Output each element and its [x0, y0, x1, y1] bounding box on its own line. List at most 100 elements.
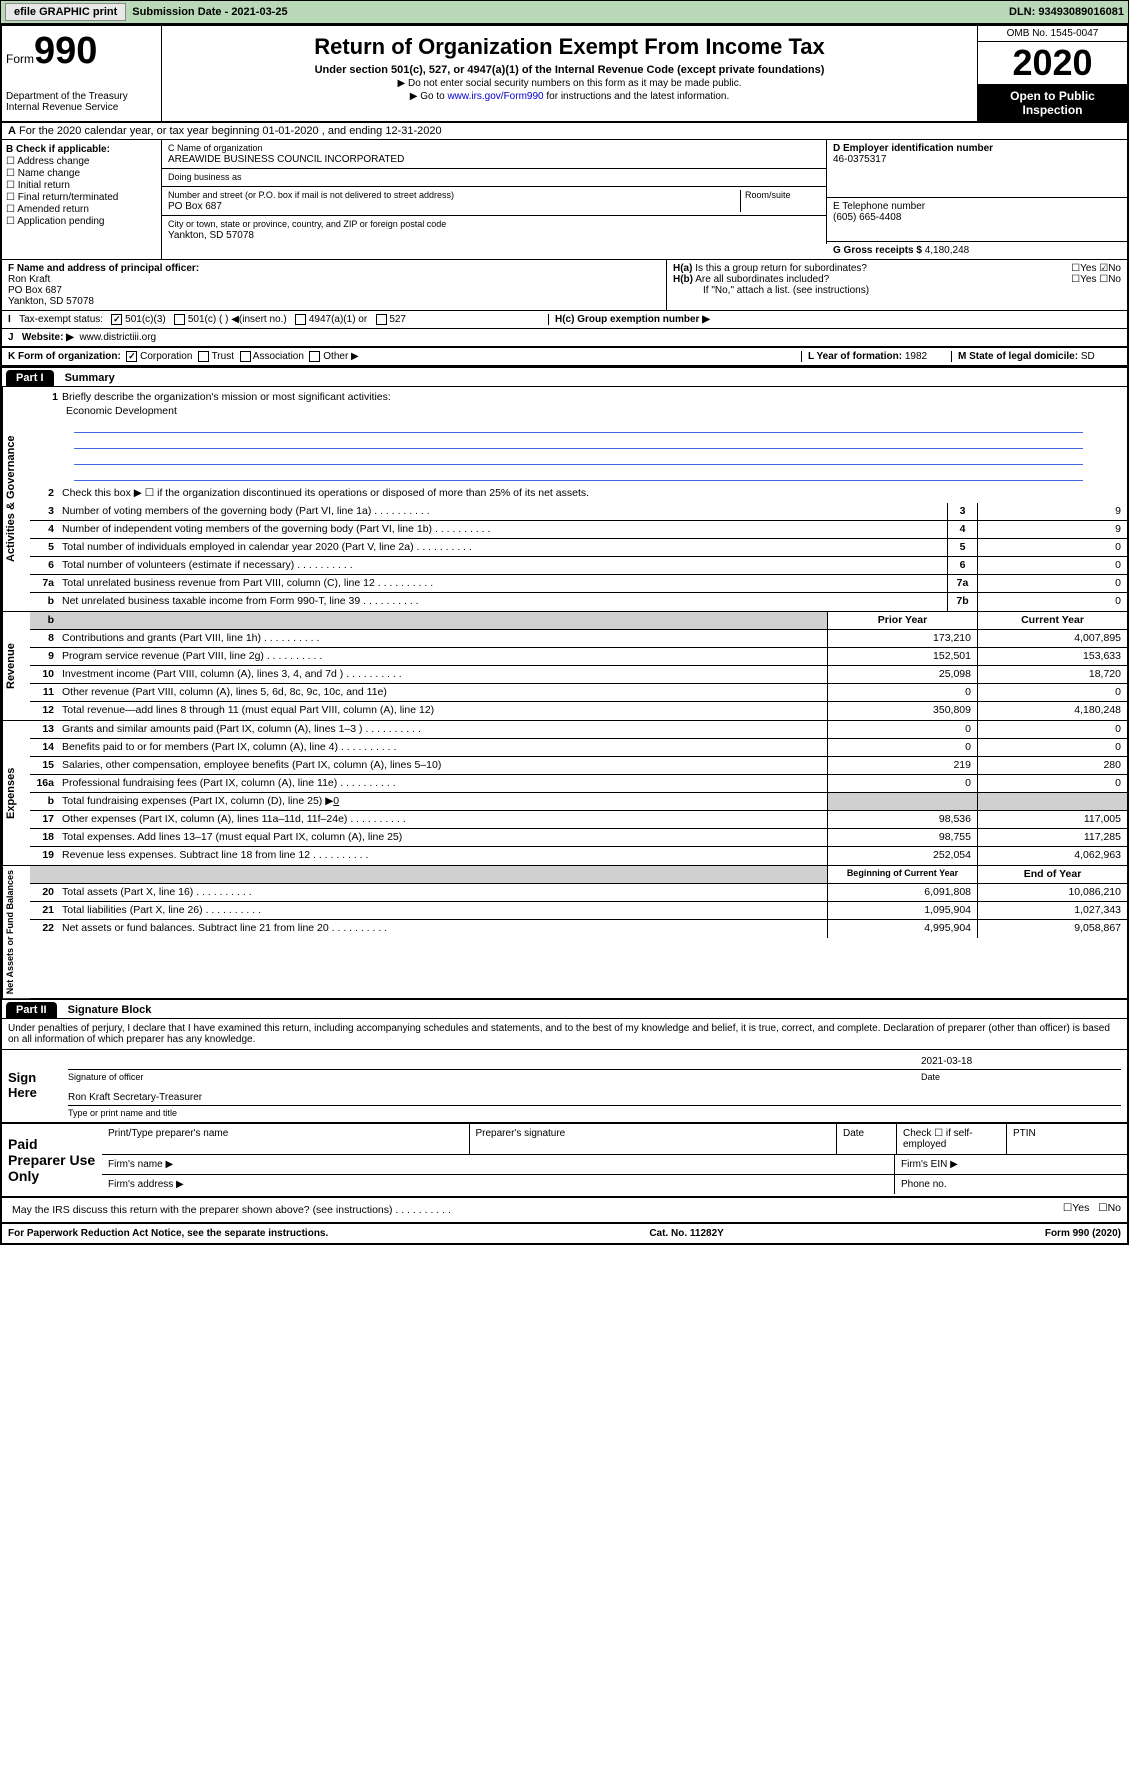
part1-bar: Part I Summary — [2, 367, 1127, 387]
chk-final[interactable]: ☐ Final return/terminated — [6, 192, 157, 203]
form-number: 990 — [34, 30, 97, 72]
preparer-sig-label: Preparer's signature — [470, 1124, 838, 1154]
department: Department of the Treasury Internal Reve… — [6, 91, 157, 113]
ptin-label: PTIN — [1007, 1124, 1127, 1154]
h-a: H(a) Is this a group return for subordin… — [673, 263, 1121, 274]
phone-label: E Telephone number — [833, 201, 925, 212]
line12-curr: 4,180,248 — [977, 702, 1127, 720]
line20-end: 10,086,210 — [977, 884, 1127, 901]
chk-trust[interactable] — [198, 351, 209, 362]
firm-addr-label: Firm's address ▶ — [102, 1175, 895, 1194]
chk-4947[interactable] — [295, 314, 306, 325]
line1-desc: Briefly describe the organization's miss… — [62, 391, 391, 403]
preparer-date-label: Date — [837, 1124, 897, 1154]
line6-desc: Total number of volunteers (estimate if … — [58, 557, 947, 574]
h-c: H(c) Group exemption number ▶ — [555, 314, 710, 325]
firm-phone-label: Phone no. — [895, 1175, 1127, 1194]
part2-header: Part II — [6, 1002, 57, 1018]
line7a-val: 0 — [977, 575, 1127, 592]
sign-here-block: Sign Here 2021-03-18 Signature of office… — [2, 1050, 1127, 1124]
line14-desc: Benefits paid to or for members (Part IX… — [58, 739, 827, 756]
org-name-label: C Name of organization — [168, 143, 263, 153]
dln: DLN: 93493089016081 — [1009, 6, 1124, 18]
line16b-val: 0 — [333, 795, 339, 807]
line15-curr: 280 — [977, 757, 1127, 774]
vtab-revenue: Revenue — [2, 612, 30, 720]
line20-beg: 6,091,808 — [827, 884, 977, 901]
line3-desc: Number of voting members of the governin… — [58, 503, 947, 520]
dba-label: Doing business as — [168, 172, 242, 182]
chk-initial[interactable]: ☐ Initial return — [6, 180, 157, 191]
line13-desc: Grants and similar amounts paid (Part IX… — [58, 721, 827, 738]
part2-title: Signature Block — [60, 1004, 152, 1016]
line10-prior: 25,098 — [827, 666, 977, 683]
irs-link[interactable]: www.irs.gov/Form990 — [447, 91, 543, 102]
m-label: M State of legal domicile: — [958, 351, 1081, 362]
note-pre: ▶ Go to — [410, 91, 448, 102]
website-label: Website: ▶ — [22, 332, 74, 343]
line17-desc: Other expenses (Part IX, column (A), lin… — [58, 811, 827, 828]
efile-button[interactable]: efile GRAPHIC print — [5, 3, 126, 21]
line14-prior: 0 — [827, 739, 977, 756]
form-header: Form990 Department of the Treasury Inter… — [2, 26, 1127, 123]
h-b: H(b) Are all subordinates included? ☐Yes… — [673, 274, 1121, 285]
section-revenue: Revenue bPrior YearCurrent Year 8Contrib… — [2, 612, 1127, 721]
open-public: Open to Public Inspection — [978, 85, 1127, 121]
line22-beg: 4,995,904 — [827, 920, 977, 938]
website-value[interactable]: www.districtiii.org — [79, 332, 156, 343]
ein-value: 46-0375317 — [833, 154, 886, 165]
chk-527[interactable] — [376, 314, 387, 325]
submission-date: Submission Date - 2021-03-25 — [132, 6, 287, 18]
chk-name[interactable]: ☐ Name change — [6, 168, 157, 179]
phone-value: (605) 665-4408 — [833, 212, 901, 223]
website-row: J Website: ▶ www.districtiii.org — [2, 329, 1127, 348]
footer-mid: Cat. No. 11282Y — [649, 1228, 723, 1239]
line12-desc: Total revenue—add lines 8 through 11 (mu… — [58, 702, 827, 720]
line5-val: 0 — [977, 539, 1127, 556]
section-net-assets: Net Assets or Fund Balances Beginning of… — [2, 866, 1127, 1000]
line21-beg: 1,095,904 — [827, 902, 977, 919]
line10-desc: Investment income (Part VIII, column (A)… — [58, 666, 827, 683]
domicile: SD — [1081, 351, 1095, 362]
line2-desc: Check this box ▶ ☐ if the organization d… — [58, 485, 1127, 503]
line20-desc: Total assets (Part X, line 16) — [58, 884, 827, 901]
line22-desc: Net assets or fund balances. Subtract li… — [58, 920, 827, 938]
line18-curr: 117,285 — [977, 829, 1127, 846]
tax-status-row: I Tax-exempt status: 501(c)(3) 501(c) ( … — [2, 311, 1127, 329]
year-formation: 1982 — [905, 351, 927, 362]
chk-501c3[interactable] — [111, 314, 122, 325]
chk-amended[interactable]: ☐ Amended return — [6, 204, 157, 215]
chk-assoc[interactable] — [240, 351, 251, 362]
hdr-prior: Prior Year — [827, 612, 977, 629]
line18-prior: 98,755 — [827, 829, 977, 846]
preparer-name-label: Print/Type preparer's name — [102, 1124, 470, 1154]
form-subtitle: Under section 501(c), 527, or 4947(a)(1)… — [166, 64, 973, 76]
chk-address[interactable]: ☐ Address change — [6, 156, 157, 167]
officer-addr2: Yankton, SD 57078 — [8, 296, 94, 307]
firm-name-label: Firm's name ▶ — [102, 1155, 895, 1174]
line21-end: 1,027,343 — [977, 902, 1127, 919]
form-title: Return of Organization Exempt From Incom… — [166, 34, 973, 60]
box-b-label: B Check if applicable: — [6, 144, 110, 155]
line9-desc: Program service revenue (Part VIII, line… — [58, 648, 827, 665]
gross-value: 4,180,248 — [925, 245, 970, 256]
line16a-curr: 0 — [977, 775, 1127, 792]
chk-other[interactable] — [309, 351, 320, 362]
chk-corp[interactable] — [126, 351, 137, 362]
hdr-curr: Current Year — [977, 612, 1127, 629]
self-employed-check[interactable]: Check ☐ if self-employed — [897, 1124, 1007, 1154]
line15-prior: 219 — [827, 757, 977, 774]
section-expenses: Expenses 13Grants and similar amounts pa… — [2, 721, 1127, 866]
footer-left: For Paperwork Reduction Act Notice, see … — [8, 1228, 328, 1239]
chk-501c[interactable] — [174, 314, 185, 325]
sign-here-label: Sign Here — [2, 1050, 62, 1122]
line13-curr: 0 — [977, 721, 1127, 738]
line19-curr: 4,062,963 — [977, 847, 1127, 865]
section-governance: Activities & Governance 1Briefly describ… — [2, 387, 1127, 612]
part1-title: Summary — [57, 372, 115, 384]
l-label: L Year of formation: — [808, 351, 905, 362]
officer-label: F Name and address of principal officer: — [8, 263, 199, 274]
line6-val: 0 — [977, 557, 1127, 574]
line21-desc: Total liabilities (Part X, line 26) — [58, 902, 827, 919]
chk-pending[interactable]: ☐ Application pending — [6, 216, 157, 227]
